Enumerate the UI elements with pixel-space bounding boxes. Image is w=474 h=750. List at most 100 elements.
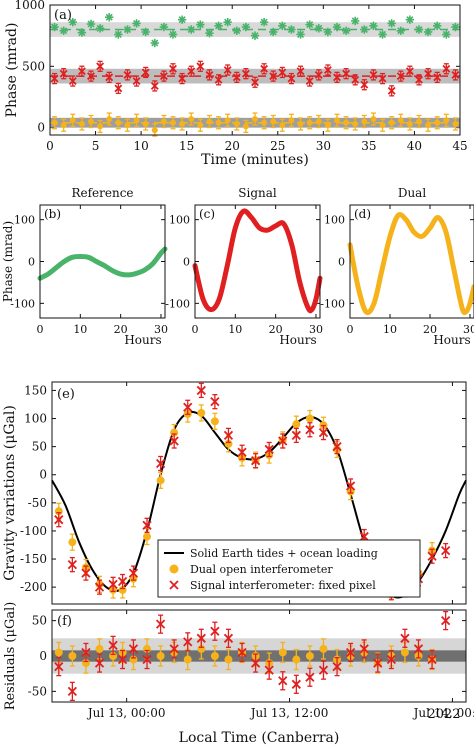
cross-marker <box>94 582 105 592</box>
cross-marker <box>155 619 166 629</box>
cross-marker <box>351 75 360 84</box>
cross-stroke <box>187 67 196 76</box>
cross-stroke <box>77 67 86 76</box>
y-tick-label: -100 <box>10 297 35 310</box>
cross-marker <box>68 77 77 85</box>
circle-marker <box>188 116 195 123</box>
asterisk-marker <box>442 30 451 39</box>
cross-marker <box>196 62 205 71</box>
x-tick-label: 20 <box>269 323 283 336</box>
x-tick-label: 20 <box>423 323 437 336</box>
panel-label-a: (a) <box>54 8 72 23</box>
cross-stroke <box>269 72 278 81</box>
panel-label-f: (f) <box>57 614 72 629</box>
cross-marker <box>260 64 269 73</box>
circle-marker <box>297 120 304 127</box>
cross-stroke <box>424 69 433 78</box>
cross-marker <box>332 661 342 672</box>
circle-marker <box>68 538 77 547</box>
cross-marker <box>159 72 168 81</box>
circle-marker <box>170 119 176 126</box>
cross-stroke <box>264 444 274 455</box>
cross-marker <box>433 73 442 82</box>
asterisk-stroke <box>269 28 277 36</box>
series-line <box>37 246 168 281</box>
y-tick-label: 100 <box>24 412 47 426</box>
cross-stroke <box>332 441 342 452</box>
cross-stroke <box>105 73 114 82</box>
y-tick-label: 50 <box>32 614 47 628</box>
circle-marker <box>224 117 231 124</box>
circle-marker <box>206 118 213 125</box>
asterisk-stroke <box>433 22 441 30</box>
asterisk-stroke <box>315 24 323 32</box>
asterisk-marker <box>323 27 333 37</box>
axes-frame <box>194 204 321 319</box>
asterisk-stroke <box>205 29 213 37</box>
x-tick-label: 0 <box>347 323 354 336</box>
cross-stroke <box>196 62 205 71</box>
axes-frame <box>49 4 461 136</box>
circle-marker <box>270 118 277 125</box>
y-tick-label: 50 <box>32 440 47 454</box>
circle-marker <box>183 655 192 664</box>
cross-marker <box>441 615 451 626</box>
asterisk-stroke <box>187 25 195 34</box>
circle-marker <box>261 119 268 126</box>
cross-marker <box>77 67 86 76</box>
cross-marker <box>424 69 433 78</box>
cross-marker <box>196 633 206 643</box>
circle-marker <box>319 644 328 653</box>
circle-marker <box>69 117 76 124</box>
asterisk-marker <box>123 25 132 34</box>
cross-stroke <box>205 70 214 79</box>
cross-stroke <box>241 69 250 78</box>
cross-marker <box>323 66 332 74</box>
cross-stroke <box>373 658 383 668</box>
circle-marker <box>443 117 450 124</box>
asterisk-stroke <box>96 24 104 32</box>
asterisk-marker <box>177 15 187 24</box>
asterisk-stroke <box>105 13 113 21</box>
cross-stroke <box>427 654 437 665</box>
circle-marker <box>434 119 441 126</box>
asterisk-marker <box>341 26 351 35</box>
y-tick-label: -100 <box>320 297 345 310</box>
y-tick-label: 100 <box>14 214 35 227</box>
cross-marker <box>278 436 288 446</box>
asterisk-stroke <box>251 32 259 40</box>
cross-stroke <box>94 658 105 668</box>
asterisk-stroke <box>151 39 159 47</box>
asterisk-marker <box>187 25 196 34</box>
cross-marker <box>345 481 356 491</box>
asterisk-stroke <box>242 23 250 31</box>
cross-stroke <box>359 644 369 654</box>
y-tick-label: 0 <box>39 468 47 482</box>
cross-marker <box>386 654 396 665</box>
cross-marker <box>132 77 141 85</box>
circle-marker <box>288 117 295 124</box>
circle-marker <box>400 648 409 657</box>
y-tick-label: 0 <box>338 256 345 269</box>
cross-marker <box>442 64 451 73</box>
cross-marker <box>169 436 179 446</box>
cross-stroke <box>251 78 259 87</box>
circle-marker <box>425 122 432 129</box>
asterisk-marker <box>86 19 96 29</box>
y-axis-label: Phase (mrad) <box>1 221 15 302</box>
cross-marker <box>251 78 259 87</box>
cross-stroke <box>117 576 128 587</box>
asterisk-stroke <box>169 30 177 38</box>
x-tick-label: 0 <box>192 323 199 336</box>
cross-marker <box>345 647 356 658</box>
cross-marker <box>108 640 118 651</box>
asterisk-stroke <box>160 23 168 31</box>
asterisk-marker <box>305 20 314 29</box>
cross-marker <box>342 69 351 78</box>
circle-marker <box>242 123 249 130</box>
circle-marker <box>306 119 313 126</box>
cross-stroke <box>81 568 91 578</box>
y-tick-label: 0 <box>183 256 190 269</box>
asterisk-stroke <box>260 18 268 26</box>
cross-stroke <box>223 633 234 643</box>
